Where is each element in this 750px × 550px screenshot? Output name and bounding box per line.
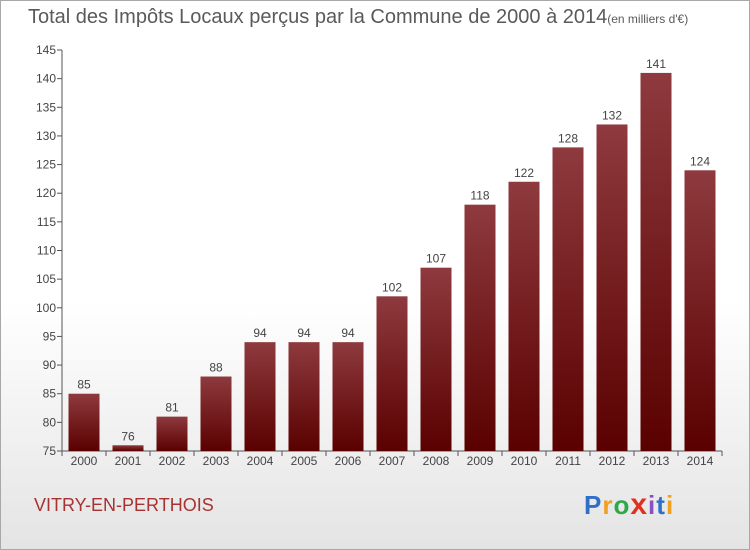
y-tick-label: 105 [36, 272, 56, 286]
x-tick-label-2007: 2007 [379, 454, 406, 468]
bar-2014 [684, 170, 716, 452]
x-tick-label-2003: 2003 [203, 454, 230, 468]
bar-2013 [640, 72, 672, 452]
data-label-2000: 85 [77, 378, 91, 392]
y-tick-label: 135 [36, 100, 56, 114]
bar-2009 [464, 204, 496, 451]
y-tick-label: 120 [36, 186, 56, 200]
y-tick-label: 95 [43, 329, 57, 343]
bar-2007 [376, 296, 408, 451]
logo-letter: t [656, 490, 666, 520]
data-label-2011: 128 [558, 131, 578, 145]
chart-title-main: Total des Impôts Locaux perçus par la Co… [28, 6, 608, 28]
x-axis: 2000 2001 2002 2003 2004 2005 2006 2007 2008 2009… [61, 450, 723, 468]
data-label-2007: 102 [382, 280, 402, 294]
data-label-2001: 76 [121, 429, 135, 443]
y-tick-label: 125 [36, 158, 56, 172]
x-tick-label-2001: 2001 [115, 454, 142, 468]
data-label-2008: 107 [426, 252, 446, 266]
data-label-2005: 94 [297, 326, 311, 340]
bars: 85 76 81 88 94 94 94 102 107 118 122 128 132 141 124 [68, 57, 716, 452]
bar-2003 [200, 376, 232, 451]
x-tick-label-2006: 2006 [335, 454, 362, 468]
y-axis: 75 80 85 90 95 100 105 110 115 120 125 130 135 140 145 [36, 43, 63, 458]
chart-title-unit: (en milliers d'€) [607, 12, 689, 26]
y-tick-label: 80 [43, 415, 57, 429]
data-label-2012: 132 [602, 108, 622, 122]
y-tick-label: 85 [43, 387, 57, 401]
commune-name: VITRY-EN-PERTHOIS [34, 495, 214, 515]
logo-letter: o [613, 490, 631, 520]
y-tick-label: 115 [37, 215, 56, 229]
data-label-2002: 81 [165, 401, 179, 415]
bar-2004 [244, 342, 276, 451]
x-tick-label-2008: 2008 [423, 454, 450, 468]
y-tick-label: 140 [36, 72, 56, 86]
data-label-2014: 124 [690, 154, 710, 168]
data-label-2013: 141 [646, 57, 666, 71]
y-tick-label: 110 [37, 244, 56, 258]
x-tick-label-2005: 2005 [291, 454, 318, 468]
data-label-2003: 88 [209, 361, 223, 375]
y-tick-label: 100 [36, 301, 56, 315]
y-tick-label: 130 [36, 129, 56, 143]
logo-letter: r [602, 490, 614, 520]
x-tick-label-2011: 2011 [555, 454, 581, 468]
chart-title: Total des Impôts Locaux perçus par la Co… [28, 6, 688, 29]
x-tick-label-2014: 2014 [687, 454, 714, 468]
x-tick-label-2002: 2002 [159, 454, 186, 468]
data-label-2010: 122 [514, 166, 534, 180]
y-tick-label: 75 [43, 444, 57, 458]
bar-2006 [332, 342, 364, 451]
proxiti-logo: Proxiti [584, 488, 674, 522]
data-label-2006: 94 [341, 326, 355, 340]
bar-2008 [420, 267, 452, 451]
logo-letter: x [630, 488, 649, 521]
x-tick-label-2000: 2000 [71, 454, 98, 468]
bar-2000 [68, 393, 100, 451]
x-tick-label-2013: 2013 [643, 454, 670, 468]
y-tick-label: 90 [43, 358, 57, 372]
bar-2005 [288, 342, 320, 451]
bar-2011 [552, 147, 584, 451]
bar-2010 [508, 181, 540, 451]
bar-2001 [112, 445, 144, 451]
logo-letter: P [584, 490, 603, 520]
x-tick-label-2010: 2010 [511, 454, 538, 468]
bar-2002 [156, 416, 188, 451]
x-tick-label-2009: 2009 [467, 454, 494, 468]
data-label-2009: 118 [470, 189, 489, 203]
bar-2012 [596, 124, 628, 451]
data-label-2004: 94 [253, 326, 267, 340]
x-tick-label-2004: 2004 [247, 454, 274, 468]
y-tick-label: 145 [36, 43, 56, 57]
x-tick-label-2012: 2012 [599, 454, 626, 468]
logo-letter: i [648, 490, 657, 520]
logo-letter: i [665, 490, 675, 520]
